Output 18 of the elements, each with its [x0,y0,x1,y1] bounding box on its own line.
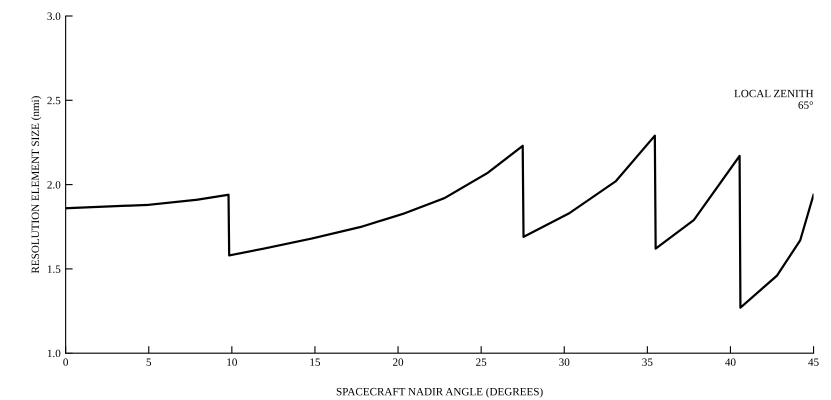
x-tick-label: 5 [146,358,152,366]
x-tick-label: 45 [808,358,819,366]
y-axis-title: RESOLUTION ELEMENT SIZE (nmi) [31,96,42,274]
x-tick-label: 0 [63,358,68,366]
y-tick-label: 1.0 [48,350,60,358]
y-tick-label: 2.0 [47,181,60,189]
x-tick-label: 25 [476,358,486,366]
annotation: LOCAL ZENITH 65° [734,90,814,109]
y-tick-label: 3.0 [47,12,60,20]
x-tick-label: 10 [227,358,237,366]
x-axis-title: SPACECRAFT NADIR ANGLE (DEGREES) [336,388,543,398]
x-tick-label: 30 [559,358,570,366]
x-tick-label: 40 [725,358,736,366]
y-tick-label: 1.5 [48,265,60,273]
x-tick-label: 20 [392,358,404,366]
x-tick-label: 15 [310,358,320,366]
y-tick-label: 2.5 [47,96,60,104]
x-tick-label: 35 [642,358,652,366]
